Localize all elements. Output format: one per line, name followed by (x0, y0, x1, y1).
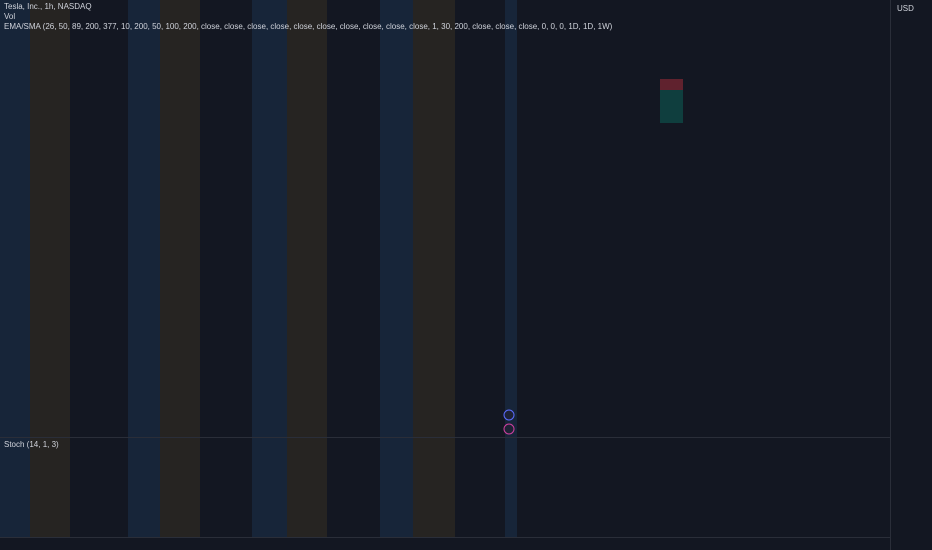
event-icon[interactable] (503, 423, 515, 435)
stripe (380, 0, 413, 537)
stripe (128, 0, 160, 537)
stripe (30, 0, 70, 537)
currency: USD (897, 4, 914, 13)
stripe (252, 0, 287, 537)
legend-indicator: EMA/SMA (26, 50, 89, 200, 377, 10, 200, … (4, 22, 613, 31)
stripe (413, 0, 455, 537)
legend-title: Tesla, Inc., 1h, NASDAQ (4, 2, 92, 11)
stripe (505, 0, 517, 537)
stripe (0, 0, 30, 537)
position-profit (660, 90, 683, 123)
legend-stoch: Stoch (14, 1, 3) (4, 440, 59, 449)
stripe (160, 0, 200, 537)
position-loss (660, 79, 683, 90)
legend-volume: Vol (4, 12, 15, 21)
event-icon[interactable] (503, 409, 515, 421)
session-stripes (0, 0, 517, 537)
stripe (287, 0, 327, 537)
price-axis (890, 0, 932, 550)
